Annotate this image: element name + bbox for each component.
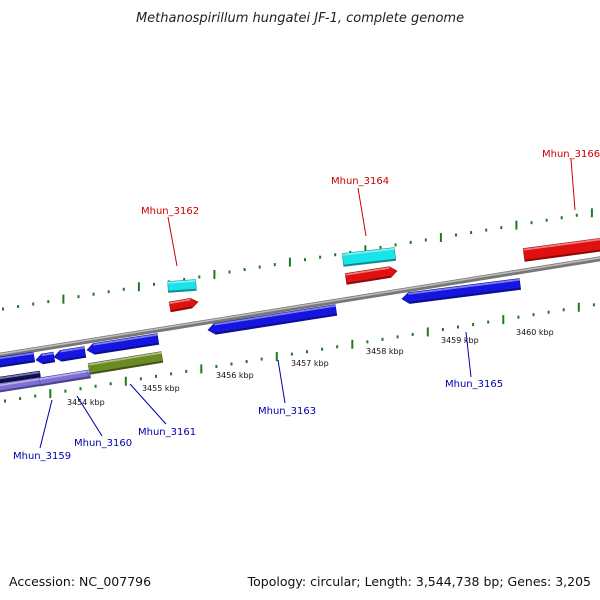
gene-label-leaders	[39, 158, 576, 449]
gene-label-mhun-3166: Mhun_3166	[542, 149, 600, 160]
gene-label-mhun-3160: Mhun_3160	[74, 438, 132, 449]
genome-backbone	[0, 256, 600, 358]
gene-blue-mhun-3165	[401, 278, 522, 304]
gene-label-mhun-3161: Mhun_3161	[138, 427, 196, 438]
gene-red-mhun-3164	[344, 266, 398, 285]
gene-navy-strip	[0, 370, 41, 384]
leader-mhun-3165	[465, 331, 472, 378]
gene-blue-left-edge	[0, 351, 36, 368]
leader-mhun-3159	[39, 399, 53, 449]
ruler-tick-labels: 3454 kbp 3455 kbp 3456 kbp 3457 kbp 3458…	[67, 328, 554, 407]
gene-label-mhun-3165: Mhun_3165	[445, 379, 503, 390]
accession-text: Accession: NC_007796	[9, 574, 152, 589]
gene-label-mhun-3162: Mhun_3162	[141, 206, 199, 217]
tick-label-3455: 3455 kbp	[142, 384, 180, 393]
gene-red-mhun-3166	[522, 237, 600, 262]
upper-tick-row	[2, 208, 593, 311]
gene-lavender-2	[38, 369, 90, 387]
gene-blue-mhun-3163	[207, 304, 338, 335]
lower-tick-row	[4, 302, 595, 403]
gene-blue-small	[35, 351, 56, 365]
gene-label-mhun-3164: Mhun_3164	[331, 176, 389, 187]
leader-mhun-3160	[76, 395, 103, 437]
gene-olive	[87, 351, 164, 375]
gene-red-mhun-3162	[168, 297, 199, 313]
leader-mhun-3163	[277, 359, 286, 404]
gene-label-mhun-3163: Mhun_3163	[258, 406, 316, 417]
ruler-ticks	[2, 208, 595, 403]
leader-mhun-3164	[357, 187, 367, 237]
tick-label-3458: 3458 kbp	[366, 347, 404, 356]
gene-blue-mid	[53, 346, 87, 362]
gene-cyan-mhun-3164	[341, 247, 397, 267]
gene-label-mhun-3159: Mhun_3159	[13, 451, 71, 462]
leader-mhun-3161	[129, 383, 167, 425]
tick-label-3460: 3460 kbp	[516, 328, 554, 337]
gene-features	[0, 237, 600, 393]
tick-label-3459: 3459 kbp	[441, 336, 479, 345]
tick-label-3457: 3457 kbp	[291, 359, 329, 368]
genome-summary-text: Topology: circular; Length: 3,544,738 bp…	[247, 574, 591, 589]
leader-mhun-3166	[570, 158, 576, 211]
gene-cyan-mhun-3162	[167, 279, 197, 293]
map-title: Methanospirillum hungatei JF-1, complete…	[135, 11, 465, 26]
leader-mhun-3162	[167, 216, 178, 267]
tick-label-3454: 3454 kbp	[67, 398, 105, 407]
tick-label-3456: 3456 kbp	[216, 371, 254, 380]
gene-blue-mhun-3161	[86, 333, 160, 355]
gene-labels: Mhun_3159 Mhun_3160 Mhun_3161 Mhun_3162 …	[13, 149, 600, 462]
